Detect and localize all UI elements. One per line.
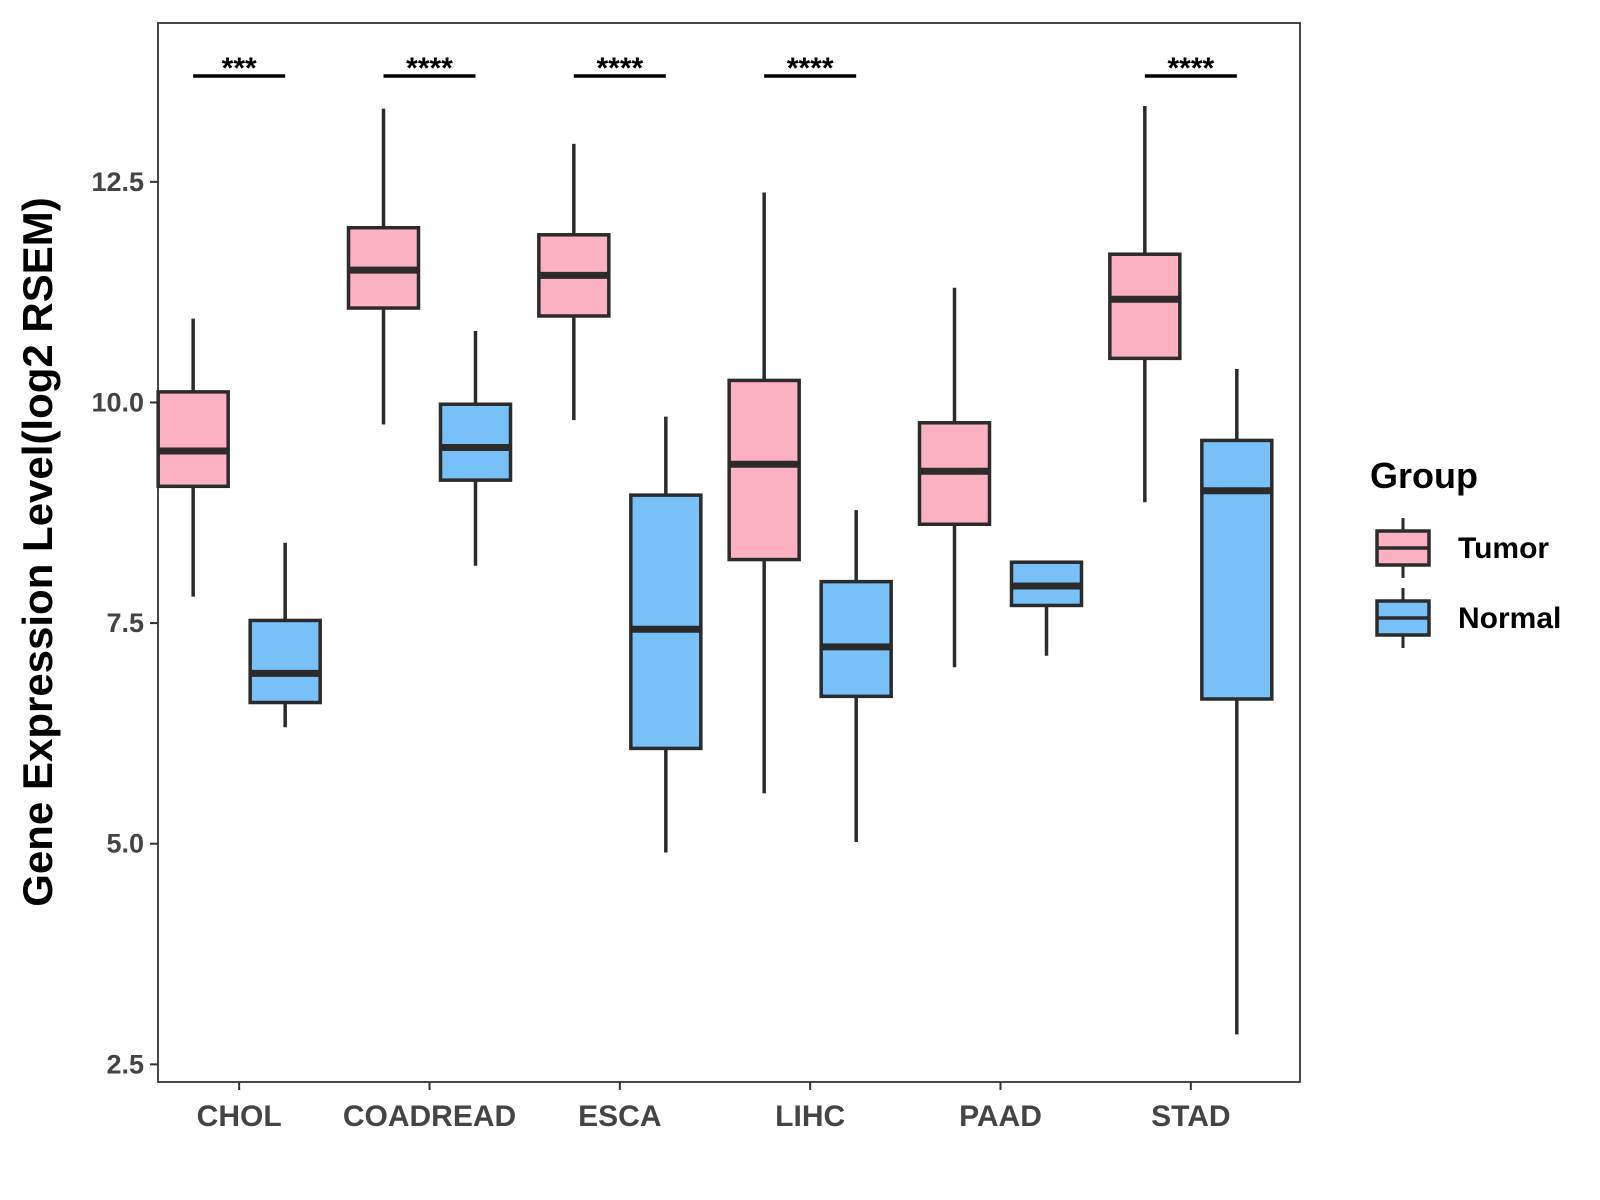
y-tick-label: 12.5 xyxy=(91,167,144,197)
box-normal-lihc xyxy=(819,510,893,842)
legend-key-tumor xyxy=(1375,518,1431,578)
box-normal-esca xyxy=(629,416,703,853)
legend: Group Tumor Normal xyxy=(1370,455,1561,648)
box-tumor-paad xyxy=(917,287,992,668)
x-tick-label: CHOL xyxy=(197,1100,282,1133)
iqr-box xyxy=(156,390,230,489)
iqr-box xyxy=(1200,438,1274,701)
box-normal-stad xyxy=(1200,368,1274,1035)
box-series xyxy=(156,105,1274,1035)
iqr-box xyxy=(629,493,703,751)
box-normal-paad xyxy=(1009,560,1084,656)
iqr-box xyxy=(438,402,513,482)
box-tumor-stad xyxy=(1108,105,1182,503)
y-axis-title: Gene Expression Level(log2 RSEM) xyxy=(14,197,61,907)
significance-annotations: *** **** **** **** **** xyxy=(193,52,1237,85)
legend-label-normal: Normal xyxy=(1458,602,1561,635)
box-tumor-esca xyxy=(537,143,611,421)
y-tick-label: 7.5 xyxy=(106,608,144,638)
box-tumor-chol xyxy=(156,318,230,597)
y-tick-label: 2.5 xyxy=(106,1049,144,1079)
significance-label: **** xyxy=(406,52,453,85)
iqr-box xyxy=(727,378,801,562)
x-tick-label: LIHC xyxy=(775,1100,845,1133)
box-tumor-lihc xyxy=(727,192,801,794)
legend-label-tumor: Tumor xyxy=(1458,532,1549,565)
legend-key-normal xyxy=(1375,588,1431,648)
iqr-box xyxy=(248,618,322,705)
y-axis: 2.5 5.0 7.5 10.0 12.5 xyxy=(91,167,158,1079)
iqr-box xyxy=(1108,252,1182,361)
significance-label: **** xyxy=(596,52,643,85)
box-normal-chol xyxy=(248,542,322,728)
box-normal-coadread xyxy=(438,330,513,566)
x-tick-label: ESCA xyxy=(578,1100,661,1133)
box-tumor-coadread xyxy=(346,108,421,425)
iqr-box xyxy=(819,579,893,699)
significance-label: **** xyxy=(1167,52,1214,85)
significance-label: **** xyxy=(787,52,834,85)
x-tick-label: STAD xyxy=(1151,1100,1230,1133)
legend-title: Group xyxy=(1370,455,1478,496)
x-axis: CHOL COADREAD ESCA LIHC PAAD STAD xyxy=(197,1082,1231,1133)
x-tick-label: COADREAD xyxy=(343,1100,516,1133)
x-tick-label: PAAD xyxy=(959,1100,1042,1133)
y-tick-label: 10.0 xyxy=(91,387,144,417)
significance-label: *** xyxy=(222,52,257,85)
y-tick-label: 5.0 xyxy=(106,829,144,859)
